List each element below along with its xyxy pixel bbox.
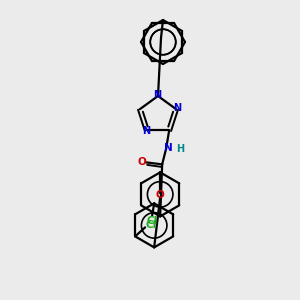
Text: N: N [164,143,172,153]
Text: O: O [138,158,146,167]
Text: O: O [156,190,164,200]
Text: H: H [176,144,184,154]
Text: N: N [142,126,150,136]
Text: N: N [153,90,161,100]
Text: N: N [173,103,181,113]
Text: Cl: Cl [146,216,158,226]
Text: Cl: Cl [146,220,157,230]
